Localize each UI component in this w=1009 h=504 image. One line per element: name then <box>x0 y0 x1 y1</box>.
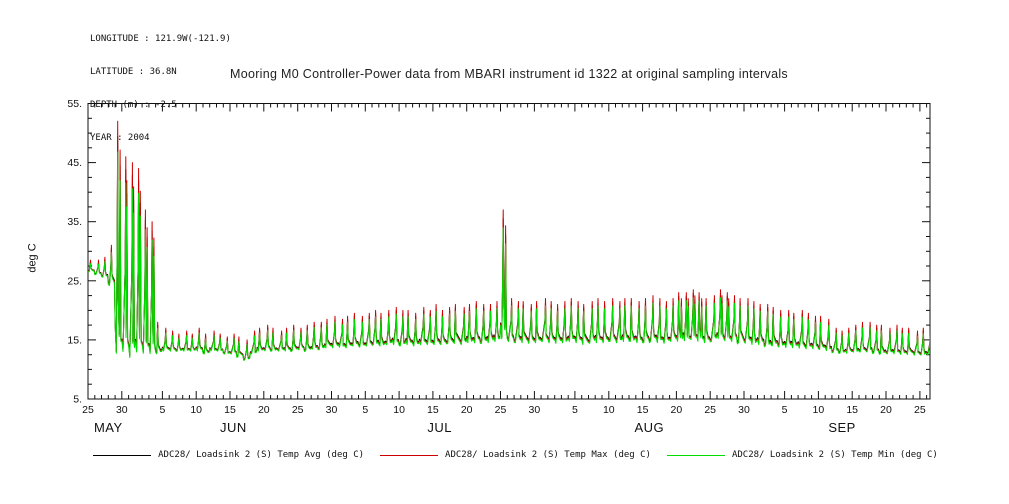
min-line-swatch <box>666 454 725 456</box>
x-tick-label: 30 <box>116 404 128 416</box>
x-tick-label: 5 <box>572 404 578 416</box>
legend-label-min: ADC28/ Loadsink 2 (S) Temp Min (deg C) <box>731 450 938 460</box>
legend-label-max: ADC28/ Loadsink 2 (S) Temp Max (deg C) <box>445 450 651 460</box>
x-tick-label: 30 <box>529 404 541 416</box>
x-tick-label: 25 <box>495 404 507 416</box>
x-tick-label: 20 <box>258 404 270 416</box>
x-tick-label: 20 <box>461 404 473 416</box>
x-tick-label: 30 <box>738 404 750 416</box>
year-label: YEAR : 2004 <box>90 133 150 143</box>
x-tick-label: 5 <box>362 404 368 416</box>
metadata-block: LONGITUDE : 121.9W(-121.9) LATITUDE : 36… <box>90 12 231 166</box>
month-label: MAY <box>94 420 123 435</box>
latitude-label: LATITUDE : 36.8N <box>90 67 177 77</box>
x-tick-label: 25 <box>82 404 94 416</box>
legend: ADC28/ Loadsink 2 (S) Temp Avg (deg C) A… <box>88 450 943 460</box>
x-tick-label: 5 <box>782 404 788 416</box>
y-tick-label: 35. <box>67 216 82 228</box>
month-label: JUN <box>220 420 247 435</box>
y-tick-label: 5. <box>73 394 82 406</box>
x-tick-label: 15 <box>846 404 858 416</box>
x-tick-label: 25 <box>914 404 926 416</box>
x-tick-label: 15 <box>637 404 649 416</box>
y-tick-label: 15. <box>67 334 82 346</box>
x-tick-label: 25 <box>292 404 304 416</box>
y-tick-label: 45. <box>67 157 82 169</box>
chart-title: Mooring M0 Controller-Power data from MB… <box>230 67 788 81</box>
legend-item-min: ADC28/ Loadsink 2 (S) Temp Min (deg C) <box>666 450 938 460</box>
depth-label: DEPTH (m) : -2.5 <box>90 100 177 110</box>
legend-item-avg: ADC28/ Loadsink 2 (S) Temp Avg (deg C) <box>93 450 364 460</box>
x-tick-label: 20 <box>671 404 683 416</box>
avg-line-swatch <box>93 454 152 456</box>
x-tick-label: 20 <box>880 404 892 416</box>
x-tick-label: 10 <box>393 404 405 416</box>
longitude-label: LONGITUDE : 121.9W(-121.9) <box>90 34 231 44</box>
max-line-swatch <box>380 454 439 456</box>
y-tick-label: 25. <box>67 275 82 287</box>
legend-item-max: ADC28/ Loadsink 2 (S) Temp Max (deg C) <box>380 450 651 460</box>
plot-box <box>87 103 931 400</box>
x-tick-label: 5 <box>159 404 165 416</box>
x-tick-label: 10 <box>190 404 202 416</box>
month-label: AUG <box>634 420 664 435</box>
x-tick-label: 25 <box>704 404 716 416</box>
y-tick-label: 55. <box>67 98 82 110</box>
month-label: JUL <box>427 420 452 435</box>
x-tick-label: 10 <box>813 404 825 416</box>
x-tick-label: 10 <box>603 404 615 416</box>
series-group <box>88 120 930 361</box>
series-line-temp-min <box>88 151 930 361</box>
month-label: SEP <box>828 420 856 435</box>
x-tick-label: 15 <box>427 404 439 416</box>
x-tick-label: 15 <box>224 404 236 416</box>
x-tick-label: 30 <box>326 404 338 416</box>
legend-label-avg: ADC28/ Loadsink 2 (S) Temp Avg (deg C) <box>158 450 365 460</box>
